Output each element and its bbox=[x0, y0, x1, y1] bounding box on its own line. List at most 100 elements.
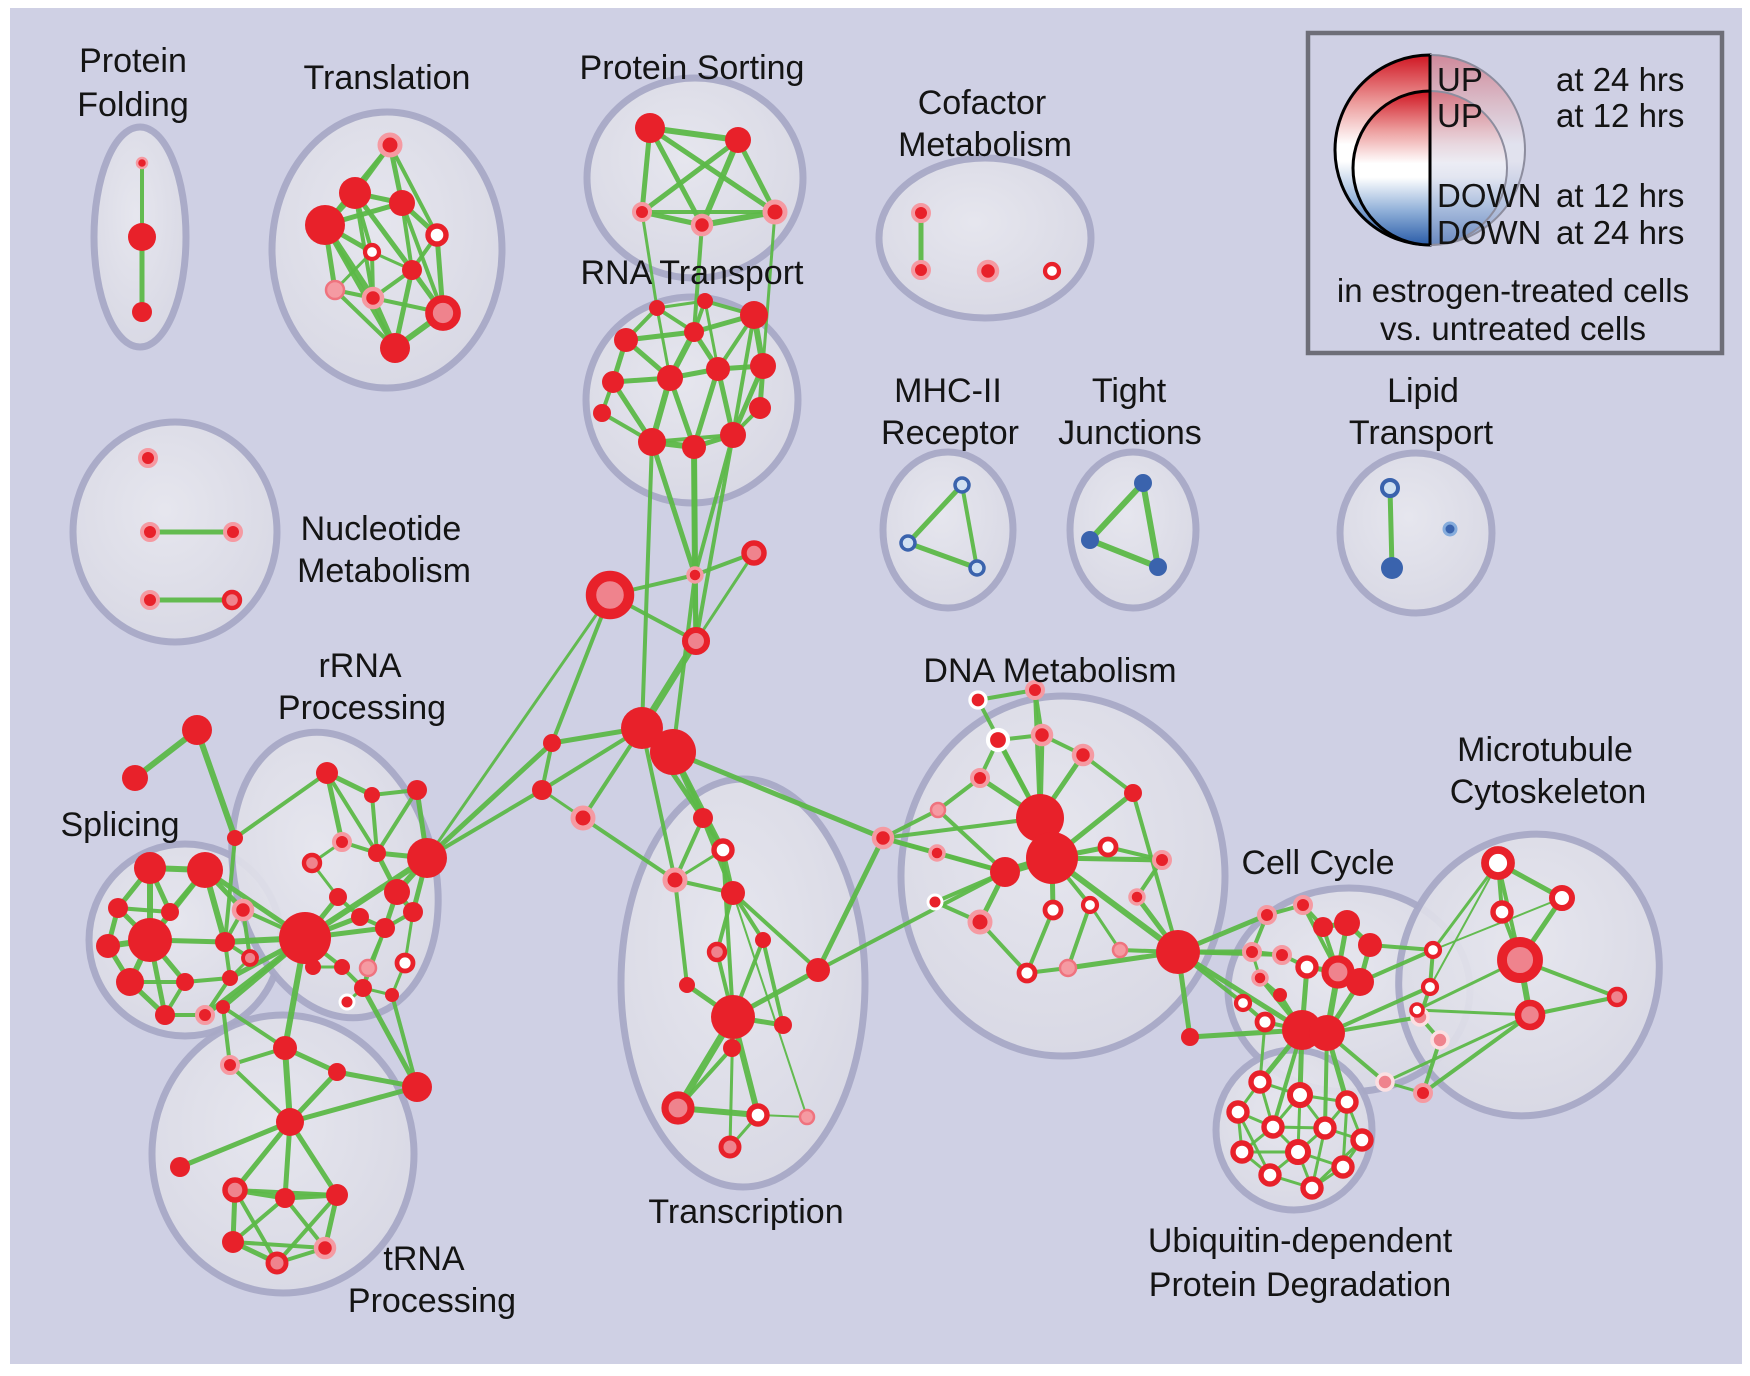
network-node-c7[interactable] bbox=[1272, 945, 1292, 965]
network-node-trhub[interactable] bbox=[711, 995, 755, 1039]
network-node-rt14[interactable] bbox=[749, 397, 771, 419]
network-node-c6[interactable] bbox=[1242, 942, 1262, 962]
network-node-d14[interactable] bbox=[1080, 895, 1100, 915]
network-node-tri2[interactable] bbox=[122, 765, 148, 791]
network-node-rt9[interactable] bbox=[750, 353, 776, 379]
network-node-t3[interactable] bbox=[389, 190, 415, 216]
network-node-s4[interactable] bbox=[161, 903, 179, 921]
network-node-t7[interactable] bbox=[402, 260, 422, 280]
network-node-chub2[interactable] bbox=[1309, 1015, 1345, 1051]
network-node-rr6[interactable] bbox=[368, 844, 386, 862]
network-node-rt12[interactable] bbox=[682, 435, 706, 459]
network-node-c11[interactable] bbox=[1251, 969, 1269, 987]
network-node-d17[interactable] bbox=[1111, 941, 1129, 959]
network-node-d8[interactable] bbox=[1097, 836, 1119, 858]
network-node-tr5[interactable] bbox=[755, 932, 771, 948]
network-node-tn10[interactable] bbox=[222, 1231, 244, 1253]
network-node-lt2[interactable] bbox=[1381, 557, 1403, 579]
network-node-tr3[interactable] bbox=[662, 867, 688, 893]
network-node-tn5[interactable] bbox=[402, 1072, 432, 1102]
network-node-rr4[interactable] bbox=[332, 832, 352, 852]
network-node-rt3[interactable] bbox=[614, 328, 638, 352]
network-node-u9[interactable] bbox=[1350, 1128, 1374, 1152]
network-node-t5[interactable] bbox=[425, 223, 449, 247]
network-node-mh1[interactable] bbox=[953, 476, 971, 494]
network-node-c21[interactable] bbox=[1181, 1028, 1199, 1046]
network-node-rr10[interactable] bbox=[375, 918, 395, 938]
network-node-c4[interactable] bbox=[1334, 910, 1360, 936]
network-node-d10[interactable] bbox=[1128, 888, 1146, 906]
network-node-tr6[interactable] bbox=[706, 941, 728, 963]
network-node-u4[interactable] bbox=[1226, 1100, 1250, 1124]
network-node-d2[interactable] bbox=[1030, 723, 1054, 747]
network-node-tri3[interactable] bbox=[227, 830, 243, 846]
network-node-s2[interactable] bbox=[187, 852, 223, 888]
network-node-s9[interactable] bbox=[116, 968, 144, 996]
network-node-lt1[interactable] bbox=[1380, 478, 1400, 498]
network-node-d19[interactable] bbox=[1025, 680, 1045, 700]
network-node-t4[interactable] bbox=[305, 205, 345, 245]
network-node-b1[interactable] bbox=[871, 826, 895, 850]
network-node-tr9[interactable] bbox=[774, 1016, 792, 1034]
network-node-rr17[interactable] bbox=[385, 988, 399, 1002]
network-node-c18[interactable] bbox=[1430, 1030, 1450, 1050]
network-node-spne[interactable] bbox=[741, 540, 767, 566]
network-node-bh[interactable] bbox=[279, 912, 331, 964]
network-node-ps1[interactable] bbox=[635, 113, 665, 143]
network-node-sp1[interactable] bbox=[686, 566, 704, 584]
network-node-m5[interactable] bbox=[1514, 999, 1546, 1031]
network-node-s14[interactable] bbox=[241, 949, 259, 967]
network-node-c10[interactable] bbox=[1346, 968, 1374, 996]
network-node-pf1[interactable] bbox=[135, 156, 149, 170]
network-node-u10[interactable] bbox=[1258, 1163, 1282, 1187]
network-node-rr18[interactable] bbox=[338, 993, 356, 1011]
network-node-tr13[interactable] bbox=[798, 1108, 816, 1126]
network-node-d11[interactable] bbox=[926, 893, 944, 911]
network-node-d12[interactable] bbox=[967, 909, 993, 935]
network-node-d6[interactable] bbox=[928, 844, 946, 862]
network-node-tn9[interactable] bbox=[326, 1184, 348, 1206]
network-node-t9[interactable] bbox=[361, 286, 385, 310]
network-node-tri1[interactable] bbox=[182, 715, 212, 745]
network-node-t8[interactable] bbox=[324, 279, 346, 301]
network-node-tr11[interactable] bbox=[661, 1091, 695, 1125]
network-node-tr10[interactable] bbox=[723, 1039, 741, 1057]
network-node-rr13[interactable] bbox=[354, 979, 372, 997]
network-node-c2[interactable] bbox=[1293, 895, 1313, 915]
network-node-tn1[interactable] bbox=[216, 1000, 230, 1014]
network-node-c16[interactable] bbox=[1420, 977, 1440, 997]
network-node-u7[interactable] bbox=[1230, 1140, 1254, 1164]
network-node-tn7[interactable] bbox=[222, 1177, 248, 1203]
network-node-d15[interactable] bbox=[1016, 962, 1038, 984]
network-node-c15[interactable] bbox=[1423, 940, 1443, 960]
network-node-nm4[interactable] bbox=[140, 590, 160, 610]
network-node-s13[interactable] bbox=[195, 1005, 215, 1025]
network-node-c5[interactable] bbox=[1358, 933, 1382, 957]
network-node-ps3[interactable] bbox=[762, 199, 788, 225]
network-node-t2[interactable] bbox=[339, 177, 371, 209]
network-node-ps5[interactable] bbox=[632, 202, 652, 222]
network-node-ps2[interactable] bbox=[725, 127, 751, 153]
network-node-u8[interactable] bbox=[1285, 1139, 1311, 1165]
network-node-d4[interactable] bbox=[970, 768, 990, 788]
network-node-c1[interactable] bbox=[1257, 905, 1277, 925]
network-node-rr7[interactable] bbox=[384, 879, 410, 905]
network-node-u11[interactable] bbox=[1331, 1155, 1355, 1179]
network-node-t1[interactable] bbox=[377, 132, 403, 158]
network-node-s5[interactable] bbox=[231, 898, 255, 922]
network-node-tn6[interactable] bbox=[170, 1157, 190, 1177]
network-node-t10[interactable] bbox=[425, 295, 461, 331]
network-node-dhub3[interactable] bbox=[990, 857, 1020, 887]
network-node-rr5[interactable] bbox=[301, 852, 323, 874]
network-node-s10[interactable] bbox=[176, 973, 194, 991]
network-node-rt11[interactable] bbox=[638, 428, 666, 456]
network-node-u1[interactable] bbox=[1248, 1070, 1272, 1094]
network-node-hub2[interactable] bbox=[650, 729, 696, 775]
network-node-c19[interactable] bbox=[1375, 1072, 1395, 1092]
network-node-w2[interactable] bbox=[532, 780, 552, 800]
network-node-w1[interactable] bbox=[543, 734, 561, 752]
network-node-nm2[interactable] bbox=[140, 522, 160, 542]
network-node-nm3[interactable] bbox=[223, 522, 243, 542]
network-node-d16[interactable] bbox=[1058, 958, 1078, 978]
network-node-m4[interactable] bbox=[1497, 937, 1543, 983]
